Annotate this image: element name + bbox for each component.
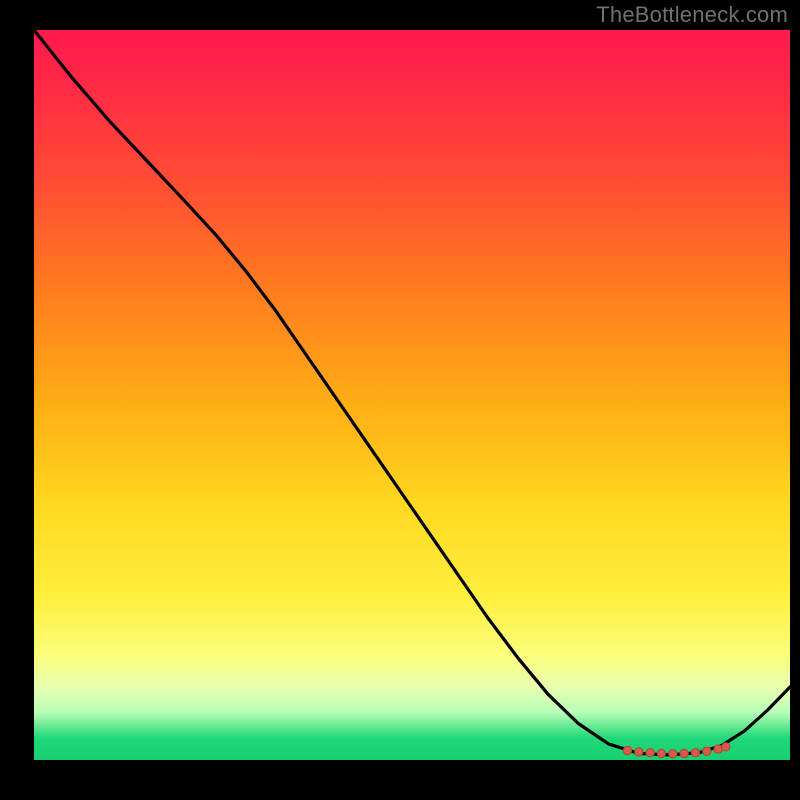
data-marker xyxy=(680,749,688,757)
line-chart xyxy=(0,0,800,800)
data-marker xyxy=(669,750,677,758)
data-marker xyxy=(722,743,730,751)
data-marker xyxy=(691,749,699,757)
data-marker xyxy=(623,746,631,754)
watermark-text: TheBottleneck.com xyxy=(596,2,788,28)
plot-background xyxy=(34,30,790,760)
chart-container: TheBottleneck.com xyxy=(0,0,800,800)
data-marker xyxy=(703,747,711,755)
data-marker xyxy=(646,749,654,757)
data-marker xyxy=(635,748,643,756)
data-marker xyxy=(657,749,665,757)
